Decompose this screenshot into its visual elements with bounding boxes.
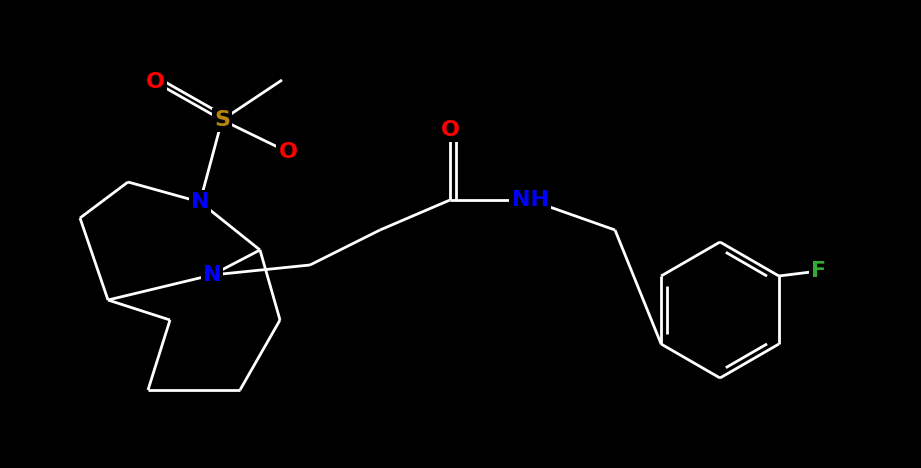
Text: N: N	[203, 265, 221, 285]
Text: S: S	[214, 110, 230, 130]
Text: F: F	[811, 261, 826, 281]
Text: O: O	[440, 120, 460, 140]
Text: O: O	[146, 72, 165, 92]
Text: O: O	[278, 142, 297, 162]
Text: NH: NH	[511, 190, 549, 210]
Text: N: N	[191, 192, 209, 212]
